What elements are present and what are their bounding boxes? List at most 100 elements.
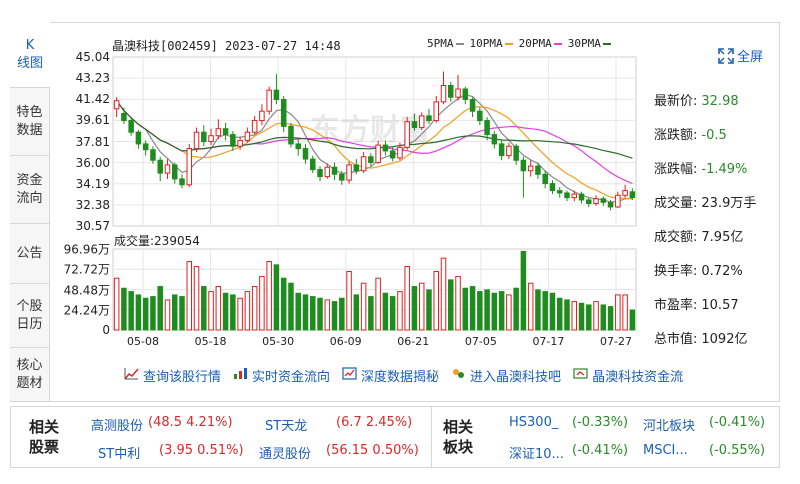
volume-tick-label: 48.48万: [63, 283, 110, 297]
capital-flow-icon: [573, 367, 588, 384]
stock-value: (48.5 4.21%): [148, 415, 233, 430]
stat-row: 涨跌幅: -1.49%: [654, 158, 747, 177]
stat-row: 市盈率: 10.57: [654, 294, 739, 313]
tab-2[interactable]: 资金 流向: [10, 156, 50, 224]
tab-5[interactable]: 核心 题材: [10, 348, 50, 402]
quick-link-label: 实时资金流向: [252, 370, 331, 385]
ma-legend-item: 20PMA: [519, 37, 562, 50]
tab-label: 流向: [16, 190, 43, 206]
price-tick-label: 43.23: [75, 71, 110, 86]
stock-name[interactable]: ST中利: [98, 447, 141, 462]
quick-link-0[interactable]: 查询该股行情: [124, 366, 221, 385]
date-tick-label: 07-17: [532, 335, 565, 348]
price-tick-label: 45.04: [75, 50, 110, 64]
tab-0[interactable]: K 线图: [10, 22, 50, 88]
tab-label: 题材: [16, 375, 43, 391]
ma-legend-label: 30PMA: [567, 37, 601, 50]
tab-label: 数据: [16, 122, 43, 138]
ma-legend-swatch: [553, 42, 562, 45]
sector-name[interactable]: 河北板块: [643, 419, 696, 434]
quick-link-label: 深度数据揭秘: [361, 370, 440, 385]
stat-value: 23.9万手: [701, 196, 757, 211]
quick-link-1[interactable]: 实时资金流向: [233, 366, 330, 385]
volume-tick-label: 72.72万: [63, 262, 110, 277]
stat-row: 最新价: 32.98: [654, 90, 739, 109]
ma-legend-swatch: [455, 42, 464, 45]
stat-value: 0.72%: [701, 264, 743, 279]
tab-label: 线图: [16, 55, 43, 71]
stat-row: 总市值: 1092亿: [654, 328, 747, 347]
price-tick-label: 41.42: [75, 92, 110, 107]
volume-tick-label: 0: [102, 323, 110, 337]
quick-link-3[interactable]: 进入晶澳科技吧: [451, 366, 561, 385]
ma-legend-label: 5PMA: [427, 37, 454, 50]
ma-legend-swatch: [504, 42, 513, 45]
date-tick-label: 05-18: [194, 335, 227, 348]
stat-key: 最新价:: [654, 94, 698, 109]
stat-key: 换手率:: [654, 264, 698, 279]
date-tick-label: 06-21: [397, 335, 430, 348]
stat-key: 市盈率:: [654, 298, 698, 313]
stat-value: 7.95亿: [701, 230, 744, 245]
fullscreen-icon: [718, 47, 734, 64]
quick-link-2[interactable]: 深度数据揭秘: [342, 366, 439, 385]
stat-row: 成交额: 7.95亿: [654, 226, 743, 245]
ma-legend-swatch: [602, 42, 611, 45]
ma-legend-item: 30PMA: [568, 37, 611, 50]
ma-legend-item: 5PMA: [427, 37, 464, 50]
sector-value: (-0.41%): [572, 443, 629, 458]
stock-value: (3.95 0.51%): [159, 443, 244, 458]
stat-row: 涨跌额: -0.5: [654, 124, 727, 143]
side-tabs: K 线图特色数据资金流向公告个股日历核心题材: [10, 22, 50, 402]
fund-flow-icon: [233, 367, 248, 384]
sector-value: (-0.33%): [572, 415, 629, 430]
stat-value: 1092亿: [701, 332, 748, 347]
tab-label: 特色: [16, 104, 43, 120]
price-tick-label: 37.81: [75, 134, 110, 149]
stat-key: 成交额:: [654, 230, 698, 245]
quick-link-label: 晶澳科技资金流: [592, 370, 684, 385]
stat-value: 32.98: [701, 94, 739, 109]
stat-row: 成交量: 23.9万手: [654, 192, 756, 211]
quick-link-label: 查询该股行情: [143, 370, 222, 385]
price-tick-label: 32.38: [75, 197, 110, 212]
forum-icon: [451, 367, 466, 384]
related-stocks-heading: 相关 股票: [29, 418, 60, 456]
stock-name[interactable]: 高测股份: [91, 419, 144, 434]
date-tick-label: 07-27: [600, 335, 632, 348]
stat-value: -0.5: [701, 128, 727, 143]
fullscreen-button[interactable]: 全屏: [718, 46, 763, 65]
stock-name[interactable]: ST天龙: [265, 419, 308, 434]
price-tick-label: 34.19: [75, 176, 110, 191]
tab-label: 核心: [16, 357, 43, 373]
tab-3[interactable]: 公告: [10, 224, 50, 284]
quick-link-4[interactable]: 晶澳科技资金流: [573, 366, 683, 385]
tab-label: 公告: [16, 245, 43, 261]
chart-title: 晶澳科技[002459] 2023-07-27 14:48: [112, 39, 341, 53]
sector-name[interactable]: HS300_: [509, 415, 559, 430]
price-tick-label: 39.61: [75, 113, 110, 128]
ma-legend: 5PMA 10PMA 20PMA 30PMA: [427, 37, 611, 50]
date-tick-label: 07-05: [464, 335, 497, 348]
tab-4[interactable]: 个股 日历: [10, 284, 50, 348]
ma-legend-item: 10PMA: [470, 37, 513, 50]
tab-1[interactable]: 特色 数据: [10, 88, 50, 156]
stat-row: 换手率: 0.72%: [654, 260, 743, 279]
ma-legend-label: 10PMA: [469, 37, 503, 50]
stock-name[interactable]: 通灵股份: [259, 447, 312, 462]
tab-label: 资金: [16, 172, 43, 188]
ma-legend-label: 20PMA: [518, 37, 552, 50]
query-quote-icon: [124, 367, 139, 384]
date-tick-label: 05-30: [262, 335, 295, 348]
stat-key: 涨跌额:: [654, 128, 698, 143]
price-tick-label: 36.00: [75, 155, 110, 170]
related-divider: [431, 407, 432, 467]
sector-name[interactable]: 深证10...: [509, 447, 564, 462]
volume-tick-label: 24.24万: [63, 303, 110, 318]
tab-label: K: [25, 37, 35, 53]
sector-name[interactable]: MSCI...: [643, 443, 688, 458]
stock-value: (56.15 0.50%): [326, 443, 419, 458]
tab-label: 个股: [16, 298, 43, 314]
tab-label: 日历: [16, 316, 43, 332]
date-tick-label: 05-08: [127, 335, 159, 348]
